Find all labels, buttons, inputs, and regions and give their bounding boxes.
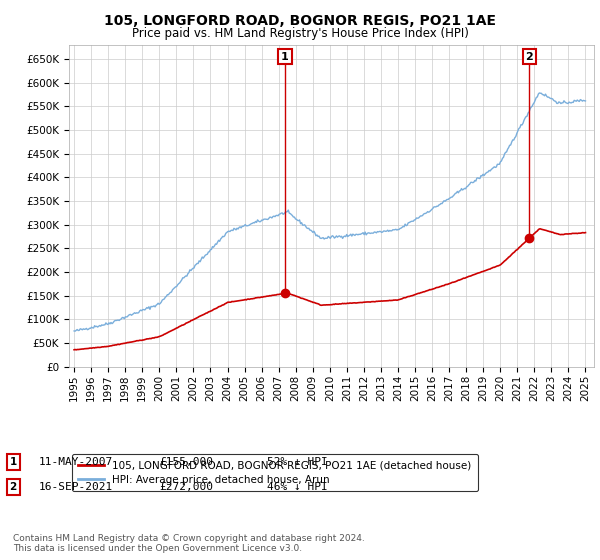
Text: 2: 2 (526, 52, 533, 62)
Text: £155,000: £155,000 (159, 457, 213, 467)
Text: Contains HM Land Registry data © Crown copyright and database right 2024.
This d: Contains HM Land Registry data © Crown c… (13, 534, 365, 553)
Text: 11-MAY-2007: 11-MAY-2007 (39, 457, 113, 467)
Legend: 105, LONGFORD ROAD, BOGNOR REGIS, PO21 1AE (detached house), HPI: Average price,: 105, LONGFORD ROAD, BOGNOR REGIS, PO21 1… (71, 454, 478, 491)
Text: Price paid vs. HM Land Registry's House Price Index (HPI): Price paid vs. HM Land Registry's House … (131, 27, 469, 40)
Text: 16-SEP-2021: 16-SEP-2021 (39, 482, 113, 492)
Text: 52% ↓ HPI: 52% ↓ HPI (267, 457, 328, 467)
Text: 105, LONGFORD ROAD, BOGNOR REGIS, PO21 1AE: 105, LONGFORD ROAD, BOGNOR REGIS, PO21 1… (104, 14, 496, 28)
Text: £272,000: £272,000 (159, 482, 213, 492)
Text: 1: 1 (10, 457, 17, 467)
Text: 2: 2 (10, 482, 17, 492)
Text: 46% ↓ HPI: 46% ↓ HPI (267, 482, 328, 492)
Text: 1: 1 (281, 52, 289, 62)
